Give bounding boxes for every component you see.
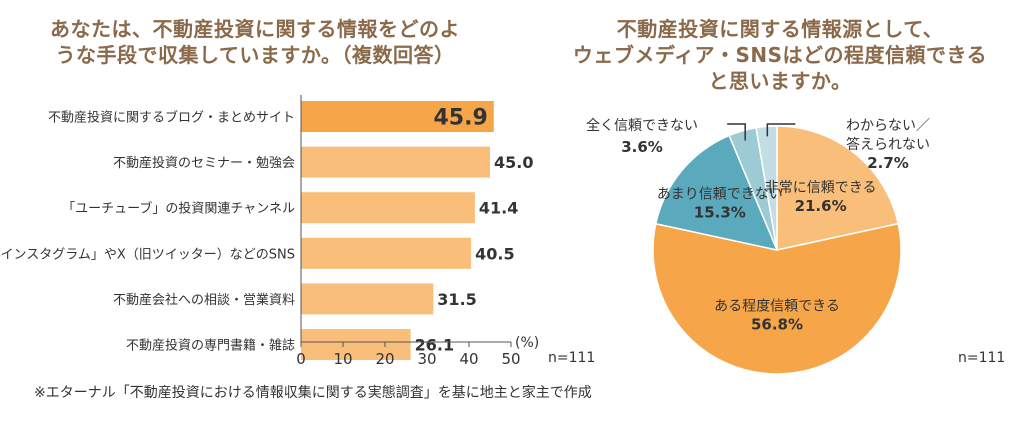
bar-chart-title: あなたは、不動産投資に関する情報をどのよ うな手段で収集していますか。（複数回答… <box>50 17 460 67</box>
pie-slice-2 <box>654 134 779 252</box>
bar-4 <box>301 283 434 315</box>
bar-category-label: 不動産会社への相談・営業資料 <box>113 292 295 308</box>
pie-slice-value: 56.8% <box>751 315 803 333</box>
bar-category-label: 不動産投資に関するブログ・まとめサイト <box>48 110 295 126</box>
pie-slice-label: 答えられない <box>846 136 930 153</box>
callout-line <box>766 123 796 137</box>
bar-2 <box>301 192 475 224</box>
bar-category-label: 不動産投資の専門書籍・雑誌 <box>126 338 295 354</box>
x-tick-label: 40 <box>459 350 478 368</box>
bar-chart-sample-size: n=111 <box>548 350 596 366</box>
bar-0 <box>301 101 494 132</box>
source-footnote: ※エターナル「不動産投資における情報収集に関する実態調査」を基に地主と家主で作成 <box>34 385 592 401</box>
pie-chart-title: 不動産投資に関する情報源として、 ウェブメディア・SNSはどの程度信頼できる と… <box>572 17 988 93</box>
bar-value-label: 41.4 <box>479 199 518 218</box>
pie-slice-4 <box>755 125 778 251</box>
pie-slice-0 <box>776 125 900 251</box>
pie-slice-label: あまり信頼できない <box>657 186 783 202</box>
bar-category-label: 「インスタグラム」やX（旧ツイッター）などのSNS <box>0 247 295 262</box>
bar-value-label: 31.5 <box>437 290 476 309</box>
bar-value-label: 45.0 <box>494 153 533 172</box>
bar-5 <box>301 329 411 360</box>
pie-slice-value: 15.3% <box>694 203 746 221</box>
bar-value-label: 40.5 <box>475 244 514 263</box>
pie-slice-label: ある程度信頼できる <box>714 298 840 314</box>
pie-slice-label: 非常に信頼できる <box>765 180 877 196</box>
pie-slice-value: 21.6% <box>795 197 847 215</box>
pie-slice-label: 全く信頼できない <box>586 117 698 134</box>
bar-1 <box>301 146 490 178</box>
x-axis-unit-label: (%) <box>515 335 539 351</box>
bar-category-label: 不動産投資のセミナー・勉強会 <box>113 155 295 171</box>
callout-line <box>727 123 746 141</box>
x-tick-label: 0 <box>296 350 306 368</box>
x-tick-label: 20 <box>375 350 394 368</box>
bar-value-label: 45.9 <box>433 106 487 131</box>
bar-3 <box>301 237 472 269</box>
pie-slice-label: わからない／ <box>846 118 930 134</box>
bar-value-label: 26.1 <box>415 336 454 355</box>
pie-chart-sample-size: n=111 <box>958 350 1006 366</box>
pie-slice-value: 2.7% <box>867 154 909 172</box>
bar-chart: 不動産投資に関するブログ・まとめサイト 45.9 不動産投資のセミナー・勉強会 45.… <box>0 95 539 368</box>
x-tick-label: 30 <box>417 350 436 368</box>
pie-slice-1 <box>652 222 902 375</box>
pie-slice-value: 3.6% <box>621 138 663 156</box>
x-tick-label: 50 <box>501 350 520 368</box>
x-tick-label: 10 <box>333 350 352 368</box>
bar-category-label: 「ユーチューブ」の投資関連チャンネル <box>62 201 295 217</box>
